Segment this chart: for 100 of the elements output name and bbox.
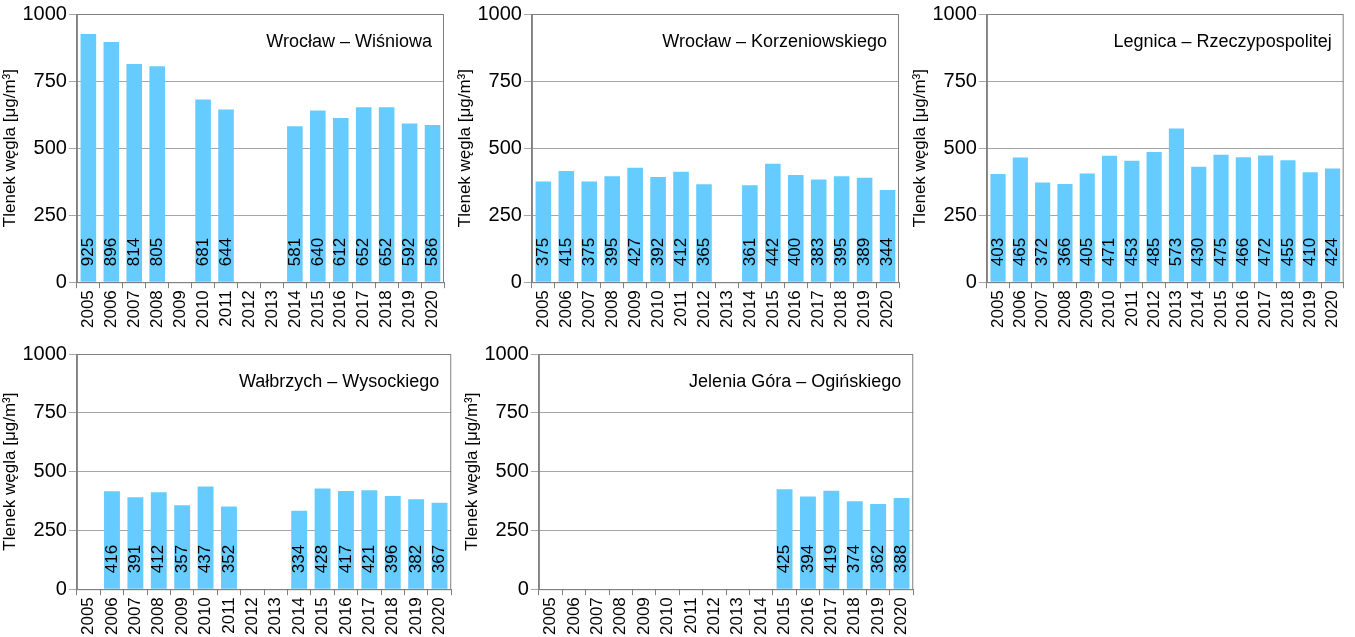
data-label: 896	[101, 237, 120, 267]
x-tick-label: 2014	[1188, 290, 1208, 329]
x-tick-label: 2016	[785, 290, 805, 329]
y-tick-label: 1000	[22, 1, 67, 24]
data-label: 644	[215, 237, 235, 267]
x-tick-label: 2010	[1099, 290, 1119, 329]
bar	[103, 41, 120, 282]
y-tick-label: 1000	[484, 341, 529, 364]
bar	[149, 66, 165, 282]
data-label: 362	[867, 544, 887, 574]
bar	[1057, 184, 1073, 282]
data-label: 427	[624, 237, 644, 267]
bar	[650, 177, 666, 282]
x-tick-label: 2015	[307, 290, 327, 329]
x-tick-label: 2019	[854, 290, 874, 329]
data-label: 372	[1032, 237, 1052, 267]
bar	[1101, 155, 1118, 282]
x-tick-label: 2007	[1032, 290, 1052, 329]
x-tick-label: 2012	[242, 597, 262, 636]
data-label: 405	[1076, 237, 1096, 267]
data-label: 395	[601, 237, 621, 267]
data-label: 389	[854, 237, 874, 267]
y-tick-label: 500	[495, 459, 529, 482]
bar	[627, 167, 643, 282]
x-tick-label: 2012	[704, 597, 724, 636]
x-tick-label: 2019	[867, 597, 887, 636]
data-label: 334	[288, 544, 308, 574]
bar	[1280, 160, 1296, 282]
data-label: 424	[1322, 237, 1342, 267]
y-tick-label: 250	[33, 202, 67, 225]
x-tick-label: 2017	[1255, 290, 1275, 329]
data-label: 392	[647, 237, 667, 267]
data-label: 382	[405, 544, 425, 574]
data-label: 357	[171, 544, 191, 574]
x-tick-label: 2009	[171, 597, 191, 636]
y-tick-label: 1000	[932, 1, 977, 24]
bar	[604, 176, 620, 282]
x-tick-label: 2012	[1143, 290, 1163, 329]
bar	[742, 185, 758, 282]
y-axis-title: Tlenek węgla [μg/m³]	[461, 392, 481, 551]
x-tick-label: 2006	[101, 290, 120, 329]
x-tick-label: 2018	[382, 597, 402, 636]
y-tick-label: 750	[495, 400, 529, 423]
data-label: 465	[1010, 237, 1030, 267]
data-label: 344	[877, 237, 897, 267]
x-tick-label: 2015	[762, 290, 782, 329]
data-label: 366	[1054, 237, 1074, 267]
data-label: 421	[359, 544, 379, 574]
data-label: 428	[312, 544, 332, 574]
x-tick-label: 2015	[312, 597, 332, 636]
x-tick-label: 2007	[587, 597, 607, 636]
data-label: 805	[146, 237, 166, 267]
x-tick-label: 2008	[1054, 290, 1074, 329]
data-label: 361	[739, 237, 759, 267]
data-label: 640	[307, 237, 327, 267]
bar	[80, 34, 97, 282]
x-tick-label: 2013	[265, 597, 285, 636]
bar	[1213, 154, 1229, 282]
y-tick-label: 250	[488, 202, 522, 225]
y-tick-label: 500	[33, 135, 67, 158]
x-tick-label: 2006	[1010, 290, 1030, 329]
y-tick-label: 0	[55, 576, 67, 599]
text: Jelenia Góra – Ogińskiego	[689, 370, 902, 391]
data-label: 396	[382, 544, 402, 574]
x-tick-label: 2005	[533, 290, 553, 329]
y-tick-label: 750	[943, 68, 977, 91]
x-tick-label: 2007	[125, 597, 145, 636]
data-label: 367	[429, 544, 449, 574]
x-tick-label: 2012	[693, 290, 713, 329]
x-tick-label: 2011	[670, 290, 690, 327]
data-label: 416	[101, 544, 121, 574]
x-tick-label: 2020	[1322, 290, 1342, 329]
x-tick-label: 2017	[359, 597, 379, 636]
y-tick-label: 0	[510, 269, 522, 292]
bar	[810, 179, 827, 282]
data-label: 375	[533, 237, 553, 267]
x-tick-label: 2019	[1299, 290, 1319, 329]
bar	[310, 110, 326, 282]
x-tick-label: 2011	[218, 597, 238, 634]
bar	[361, 490, 378, 589]
bar	[673, 171, 689, 282]
data-label: 415	[556, 237, 575, 267]
y-tick-label: 250	[943, 202, 977, 225]
x-tick-label: 2008	[146, 290, 166, 329]
data-label: 573	[1166, 237, 1186, 267]
bar	[1168, 128, 1185, 282]
x-tick-label: 2010	[195, 597, 215, 636]
x-tick-label: 2009	[633, 597, 653, 636]
text: Wałbrzych – Wysockiego	[239, 370, 440, 391]
x-tick-label: 2014	[288, 597, 308, 636]
data-label: 652	[376, 237, 396, 267]
data-label: 395	[831, 237, 851, 267]
text: Legnica – Rzeczypospolitej	[1113, 30, 1332, 51]
bar	[696, 184, 712, 282]
x-tick-label: 2006	[556, 290, 575, 329]
y-tick-label: 750	[33, 400, 67, 423]
x-tick-label: 2020	[877, 290, 897, 329]
data-label: 417	[335, 544, 355, 574]
bar	[150, 492, 167, 589]
x-tick-label: 2020	[891, 597, 911, 636]
